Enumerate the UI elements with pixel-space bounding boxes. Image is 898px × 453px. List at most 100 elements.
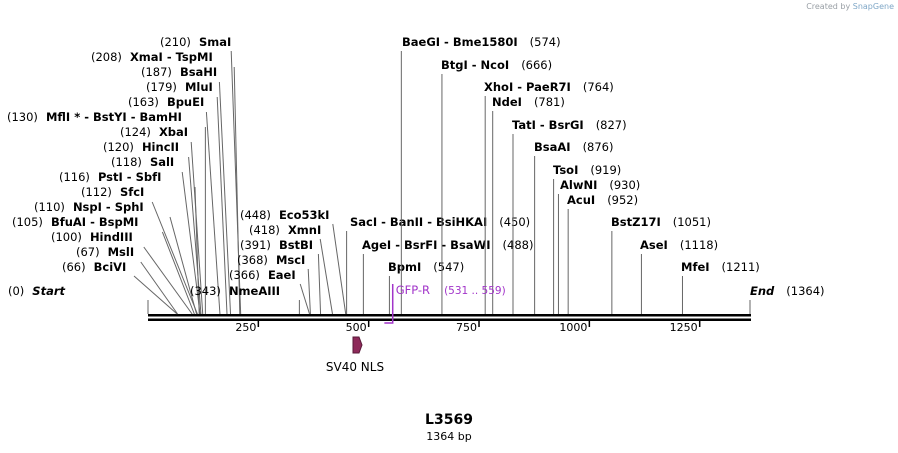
enzyme-leader-line	[205, 111, 221, 315]
feature-sv40-nls: SV40 NLS	[326, 336, 384, 374]
primer-arrow	[384, 284, 394, 324]
enzyme-site-msli: (67) MslI	[76, 245, 178, 315]
enzyme-site-tati: TatI - BsrGI (827)	[512, 118, 627, 314]
enzyme-label: (112) SfcI	[81, 185, 144, 199]
enzyme-site-start: (0) Start	[8, 284, 149, 314]
enzyme-label: NdeI (781)	[492, 95, 565, 109]
feature-label: SV40 NLS	[326, 360, 384, 374]
enzyme-label: SacI - BanII - BsiHKAI (450)	[350, 215, 530, 229]
enzyme-label: TsoI (919)	[553, 163, 621, 177]
backbone-top-strand	[148, 314, 751, 317]
enzyme-leader-line	[299, 283, 311, 315]
enzyme-label: (187) BsaHI	[141, 65, 217, 79]
primer-label: GFP-R (531 .. 559)	[396, 283, 506, 297]
snapgene-credit: Created by SnapGene	[806, 2, 894, 11]
enzyme-site-agei: AgeI - BsrFI - BsaWI (488)	[362, 238, 533, 314]
enzyme-label: BtgI - NcoI (666)	[441, 58, 552, 72]
enzyme-label: AseI (1118)	[640, 238, 718, 252]
enzyme-leader-line	[307, 268, 311, 315]
enzyme-label: (210) SmaI	[160, 35, 231, 49]
enzyme-label: AgeI - BsrFI - BsaWI (488)	[362, 238, 533, 252]
scale-tick-label: 750	[456, 321, 477, 334]
map-title: L3569	[425, 412, 473, 428]
enzyme-leader-line	[190, 141, 204, 315]
enzyme-leader-line	[140, 261, 178, 315]
map-length: 1364 bp	[426, 430, 472, 443]
enzyme-label: MfeI (1211)	[681, 260, 760, 274]
enzyme-label: (118) SalI	[111, 155, 174, 169]
enzyme-site-eco53ki: (448) Eco53kI	[240, 208, 347, 315]
enzyme-site-btgi: BtgI - NcoI (666)	[441, 58, 552, 314]
enzyme-site-eaei: (366) EaeI	[229, 268, 311, 315]
enzyme-site-nmeaiii: (343) NmeAIII	[190, 284, 300, 314]
enzyme-leader-line	[143, 246, 193, 315]
enzyme-site-saci: SacI - BanII - BsiHKAI (450)	[346, 215, 530, 314]
enzyme-site-baegi: BaeGI - Bme1580I (574)	[400, 35, 561, 314]
enzyme-site-mfli: (130) MflI * - BstYI - BamHI	[7, 110, 206, 314]
scale-tick-label: 500	[346, 321, 367, 334]
enzyme-label: (448) Eco53kI	[240, 208, 329, 222]
enzyme-label: (0) Start	[8, 284, 66, 298]
enzyme-site-mfei: MfeI (1211)	[681, 260, 760, 314]
enzyme-site-alwni: AlwNI (930)	[557, 178, 640, 314]
enzyme-site-xhoi: XhoI - PaeR7I (764)	[484, 80, 614, 314]
enzyme-label: (368) MscI	[237, 253, 305, 267]
enzyme-leader-line	[181, 171, 201, 315]
enzyme-leader-line	[218, 81, 232, 315]
enzyme-label: (66) BciVI	[62, 260, 126, 274]
enzyme-label: (105) BfuAI - BspMI	[12, 215, 138, 229]
enzyme-site-bpmi: BpmI (547)	[388, 260, 464, 314]
enzyme-label: (130) MflI * - BstYI - BamHI	[7, 110, 182, 124]
feature-arrow	[352, 336, 363, 354]
enzyme-label: (366) EaeI	[229, 268, 296, 282]
enzyme-site-acui: AcuI (952)	[567, 193, 638, 314]
enzyme-leader-line	[133, 275, 178, 315]
enzyme-label: (116) PstI - SbfI	[59, 170, 161, 184]
enzyme-site-ndei: NdeI (781)	[492, 95, 565, 314]
enzyme-site-bstz17i: BstZ17I (1051)	[611, 215, 711, 314]
enzyme-site-hincii: (120) HincII	[103, 140, 202, 315]
enzyme-leader-line	[317, 253, 322, 315]
enzyme-leader-line	[319, 238, 333, 315]
enzyme-leader-line	[188, 156, 202, 315]
enzyme-site-bsaai: BsaAI (876)	[534, 140, 614, 314]
enzyme-label: (100) HindIII	[51, 230, 133, 244]
enzyme-label: BstZ17I (1051)	[611, 215, 711, 229]
enzyme-label: (179) MluI	[146, 80, 213, 94]
enzyme-label: (163) BpuEI	[128, 95, 204, 109]
enzyme-site-end: End (1364)	[749, 284, 825, 314]
enzyme-site-tsoi: TsoI (919)	[553, 163, 621, 314]
enzyme-label: (120) HincII	[103, 140, 179, 154]
enzyme-leader-line	[230, 50, 242, 315]
primer-gfp-r: GFP-R (531 .. 559)	[384, 283, 506, 324]
enzyme-site-bfuai: (105) BfuAI - BspMI	[12, 215, 195, 315]
enzyme-leader-line	[151, 201, 198, 315]
enzyme-site-bstbi: (391) BstBI	[240, 238, 322, 315]
enzyme-label: BpmI (547)	[388, 260, 464, 274]
enzyme-site-mlui: (179) MluI	[146, 80, 228, 315]
enzyme-site-hindiii: (100) HindIII	[51, 230, 193, 315]
enzyme-site-msci: (368) MscI	[237, 253, 311, 315]
enzyme-leader-line	[161, 231, 195, 315]
enzyme-leader-line	[169, 216, 198, 315]
enzyme-site-smai: (210) SmaI	[160, 35, 242, 315]
enzyme-site-xbai: (124) XbaI	[120, 125, 204, 315]
enzyme-leader-line	[216, 96, 228, 315]
enzyme-site-bpuei: (163) BpuEI	[128, 95, 221, 315]
enzyme-label: (67) MslI	[76, 245, 134, 259]
enzyme-label: (391) BstBI	[240, 238, 313, 252]
enzyme-site-asei: AseI (1118)	[640, 238, 718, 314]
enzyme-site-sali: (118) SalI	[111, 155, 201, 315]
enzyme-label: XhoI - PaeR7I (764)	[484, 80, 614, 94]
enzyme-label: AlwNI (930)	[560, 178, 640, 192]
backbone-bottom-strand	[148, 318, 751, 321]
enzyme-label: TatI - BsrGI (827)	[512, 118, 627, 132]
enzyme-label: End (1364)	[750, 284, 825, 298]
enzyme-site-sfci: (112) SfcI	[81, 185, 198, 315]
enzyme-label: BsaAI (876)	[534, 140, 614, 154]
enzyme-label: (208) XmaI - TspMI	[91, 50, 213, 64]
scale-tick-label: 250	[235, 321, 256, 334]
enzyme-site-nspi: (110) NspI - SphI	[34, 200, 198, 315]
enzyme-site-xmni: (418) XmnI	[249, 223, 333, 315]
